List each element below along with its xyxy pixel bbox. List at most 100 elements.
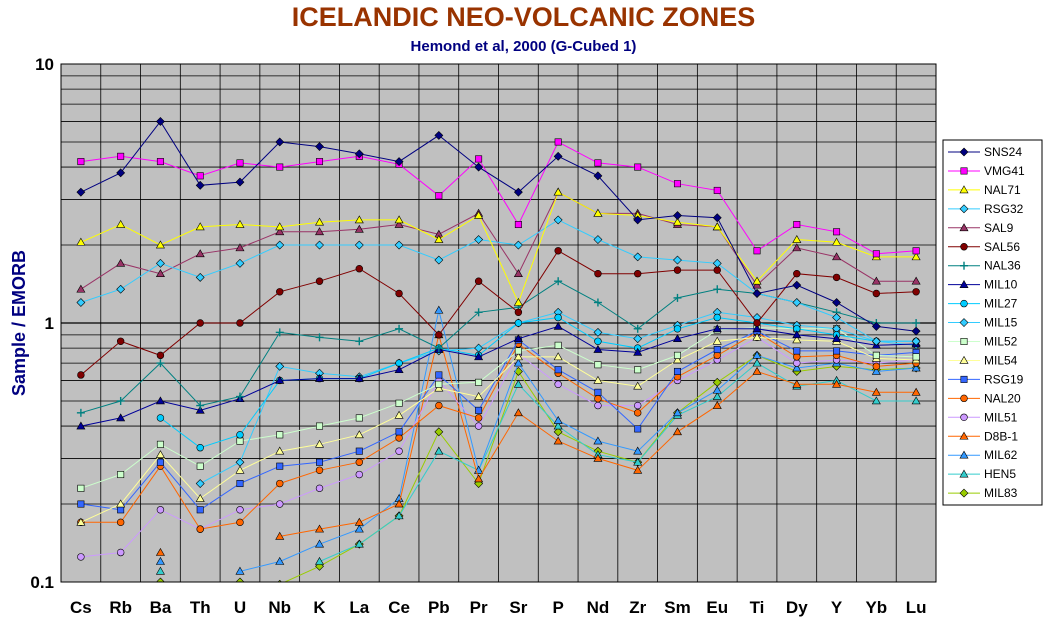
legend-item: MIL52 — [948, 335, 1018, 349]
data-point — [475, 406, 483, 414]
data-point — [235, 465, 245, 474]
data-point — [712, 400, 722, 409]
legend-item: MIL62 — [948, 448, 1018, 462]
series-line — [80, 191, 917, 304]
data-point — [156, 158, 164, 166]
data-point — [872, 351, 880, 359]
data-point — [553, 421, 563, 430]
data-point — [833, 347, 841, 355]
data-point — [316, 458, 324, 466]
data-point — [196, 319, 204, 327]
chart-subtitle: Hemond et al, 2000 (G-Cubed 1) — [410, 38, 637, 55]
x-tick-label: P — [552, 598, 563, 617]
data-point — [354, 517, 364, 526]
data-point — [394, 157, 404, 167]
data-point — [474, 277, 483, 285]
data-point — [911, 326, 921, 336]
data-point — [553, 427, 563, 437]
legend-label: SAL56 — [984, 240, 1020, 254]
data-point — [395, 428, 403, 436]
legend-label: MIL54 — [984, 353, 1018, 367]
data-point — [513, 408, 523, 417]
data-point — [792, 280, 802, 290]
data-point — [513, 187, 523, 197]
data-point — [594, 388, 602, 396]
series-sns24 — [76, 117, 921, 336]
data-point — [832, 379, 842, 388]
series-line — [80, 325, 917, 427]
data-point — [434, 446, 444, 455]
data-point — [196, 462, 204, 470]
data-point — [959, 450, 969, 459]
x-axis: Cs Rb Ba Th U Nb K La Ce Pb Pr Sr P Nd Zr Sm Eu Ti Dy Y Yb Lu — [70, 598, 926, 617]
data-point — [156, 577, 165, 582]
data-point — [195, 479, 205, 488]
data-point — [474, 414, 483, 422]
x-tick-label: Ti — [750, 598, 765, 617]
data-point — [793, 270, 801, 278]
gridlines — [61, 64, 936, 582]
data-point — [395, 289, 403, 298]
data-point — [156, 351, 165, 360]
data-point — [672, 334, 682, 342]
data-point — [354, 215, 364, 224]
x-tick-label: Sm — [664, 598, 690, 617]
data-point — [634, 425, 642, 433]
data-point — [116, 518, 125, 527]
data-point — [117, 506, 125, 514]
x-tick-label: Zr — [629, 598, 646, 617]
data-point — [76, 408, 85, 417]
x-tick-label: Pr — [470, 598, 488, 617]
data-point — [275, 556, 285, 565]
data-point — [76, 284, 86, 293]
data-point — [275, 375, 285, 384]
data-point — [871, 322, 881, 331]
data-point — [792, 335, 802, 344]
data-point — [634, 366, 642, 374]
data-point — [554, 138, 562, 146]
data-point — [712, 391, 722, 400]
data-point — [959, 431, 969, 440]
legend-item: SNS24 — [948, 145, 1022, 159]
data-point — [275, 328, 284, 337]
data-point — [672, 427, 682, 436]
data-point — [513, 379, 523, 388]
series-line — [319, 362, 917, 562]
series-line — [80, 120, 917, 332]
data-point — [235, 258, 245, 268]
data-point — [752, 276, 762, 285]
y-axis: 0.1 1 10 — [30, 55, 54, 592]
data-point — [435, 371, 443, 379]
data-point — [752, 332, 762, 341]
data-point — [673, 255, 682, 265]
data-point — [235, 457, 245, 467]
data-point — [832, 237, 842, 246]
data-point — [872, 362, 881, 371]
data-point — [355, 337, 364, 346]
data-point — [275, 137, 285, 147]
legend-label: D8B-1 — [984, 429, 1018, 443]
data-point — [513, 334, 523, 342]
data-point — [155, 566, 165, 575]
data-point — [355, 470, 363, 479]
data-point — [77, 500, 85, 508]
data-point — [554, 366, 562, 374]
data-point — [593, 375, 603, 384]
data-point — [236, 437, 244, 445]
data-point — [116, 499, 126, 508]
data-point — [394, 365, 404, 374]
data-point — [434, 234, 444, 243]
data-point — [116, 337, 125, 345]
data-point — [553, 436, 563, 445]
data-point — [593, 171, 603, 181]
data-point — [553, 187, 563, 196]
data-point — [474, 308, 483, 317]
data-point — [354, 539, 364, 548]
data-point — [513, 352, 523, 361]
data-point — [752, 366, 762, 375]
data-point — [76, 517, 86, 526]
data-point — [871, 366, 881, 375]
legend-label: SNS24 — [984, 145, 1022, 159]
legend-item: MIL27 — [948, 297, 1018, 311]
